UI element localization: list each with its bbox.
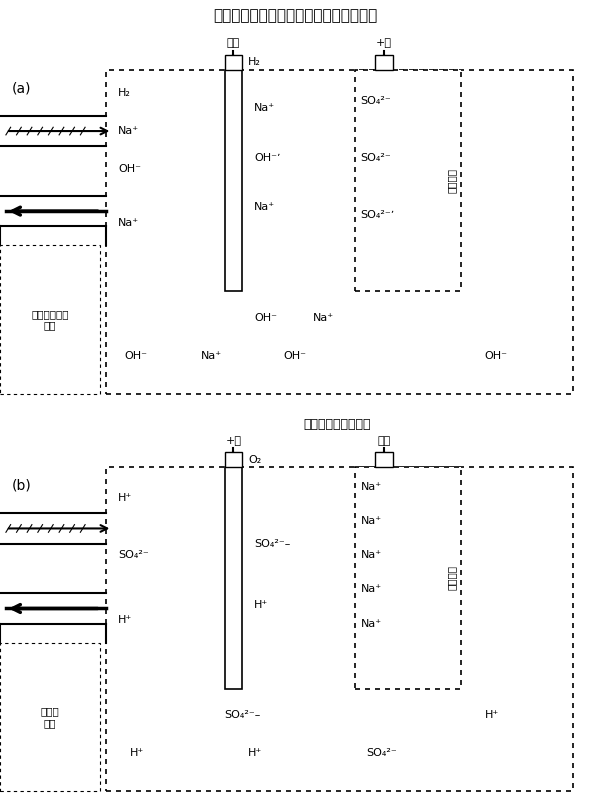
- Bar: [225, 453, 242, 467]
- Text: 一極: 一極: [378, 436, 391, 446]
- Text: 二酸化炭素溶解貯蔵槽（一槽型の場合）: 二酸化炭素溶解貯蔵槽（一槽型の場合）: [213, 8, 378, 23]
- Text: H⁺: H⁺: [118, 615, 132, 625]
- Bar: [225, 55, 242, 70]
- Text: H⁺: H⁺: [118, 493, 132, 503]
- Text: OH⁻: OH⁻: [124, 351, 147, 361]
- Text: SO₄²⁻–: SO₄²⁻–: [254, 539, 291, 549]
- Text: 吸着電極: 吸着電極: [447, 168, 457, 193]
- Bar: [225, 70, 242, 291]
- Text: 酸性水
供給: 酸性水 供給: [41, 706, 60, 728]
- Bar: [355, 467, 461, 689]
- Text: OH⁻: OH⁻: [254, 313, 277, 323]
- Text: O₂: O₂: [248, 455, 261, 465]
- Text: SO₄²⁻: SO₄²⁻: [366, 749, 397, 758]
- Text: SO₄²⁻: SO₄²⁻: [361, 152, 391, 163]
- Text: H₂: H₂: [248, 58, 261, 67]
- Text: (a): (a): [12, 81, 31, 96]
- Bar: [0, 643, 100, 792]
- Text: Na⁺: Na⁺: [361, 550, 382, 560]
- Text: H⁺: H⁺: [130, 749, 144, 758]
- Text: Na⁺: Na⁺: [361, 585, 382, 594]
- Text: H₂: H₂: [118, 88, 131, 98]
- Bar: [0, 246, 100, 394]
- Bar: [375, 55, 393, 70]
- Bar: [225, 467, 242, 689]
- Text: SO₄²⁻: SO₄²⁻: [118, 550, 149, 560]
- Bar: [355, 70, 461, 291]
- Text: Na⁺: Na⁺: [254, 202, 275, 212]
- Text: SO₄²⁻ʼ: SO₄²⁻ʼ: [361, 210, 395, 220]
- Text: Na⁺: Na⁺: [254, 103, 275, 114]
- Text: +極: +極: [225, 436, 242, 446]
- Text: アルカリ性水
供給: アルカリ性水 供給: [31, 309, 69, 331]
- Text: アルカリ性水生成時: アルカリ性水生成時: [303, 418, 371, 431]
- Text: SO₄²⁻–: SO₄²⁻–: [225, 710, 261, 720]
- Text: OH⁻: OH⁻: [485, 351, 508, 361]
- Bar: [375, 453, 393, 467]
- Text: Na⁺: Na⁺: [201, 351, 222, 361]
- Text: Na⁺: Na⁺: [361, 516, 382, 526]
- Text: H⁺: H⁺: [485, 710, 499, 720]
- Text: Na⁺: Na⁺: [313, 313, 335, 323]
- Text: Na⁺: Na⁺: [361, 482, 382, 491]
- Text: Na⁺: Na⁺: [361, 619, 382, 629]
- Text: Na⁺: Na⁺: [118, 126, 139, 136]
- Text: 吸着電極: 吸着電極: [447, 565, 457, 590]
- Text: (b): (b): [12, 478, 31, 493]
- Text: SO₄²⁻: SO₄²⁻: [361, 96, 391, 105]
- Text: 一極: 一極: [227, 38, 240, 49]
- Text: H⁺: H⁺: [248, 749, 262, 758]
- Text: Na⁺: Na⁺: [118, 217, 139, 228]
- Text: OH⁻ʼ: OH⁻ʼ: [254, 152, 281, 163]
- Bar: [106, 467, 573, 792]
- Text: OH⁻: OH⁻: [284, 351, 307, 361]
- Bar: [106, 70, 573, 394]
- Text: OH⁻: OH⁻: [118, 164, 141, 174]
- Text: H⁺: H⁺: [254, 599, 268, 610]
- Text: +極: +極: [376, 38, 392, 49]
